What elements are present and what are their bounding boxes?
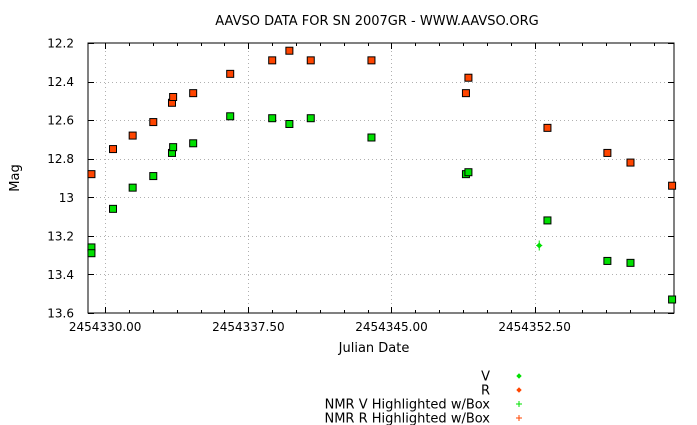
- point-marker: [150, 173, 156, 179]
- data-point-nmr: [536, 240, 543, 251]
- point-marker: [604, 258, 610, 264]
- point-marker: [465, 169, 471, 175]
- point-marker: [170, 94, 176, 100]
- data-point: [464, 73, 473, 82]
- point-marker: [88, 244, 94, 250]
- y-tick-label: 13.6: [47, 307, 74, 321]
- point-marker: [627, 160, 633, 166]
- nmr-point-marker: [536, 242, 543, 249]
- data-point: [169, 93, 178, 101]
- data-point: [626, 158, 635, 167]
- data-point: [626, 258, 635, 267]
- data-point: [87, 249, 96, 258]
- data-point: [226, 69, 235, 78]
- y-tick-label: 13.4: [47, 268, 74, 282]
- point-marker: [544, 217, 550, 223]
- point-marker: [227, 71, 233, 77]
- legend-label: NMR V Highlighted w/Box: [325, 398, 491, 413]
- data-point: [668, 295, 677, 304]
- data-point: [603, 148, 612, 157]
- legend-symbol: [516, 387, 522, 393]
- data-point: [268, 114, 277, 123]
- point-marker: [110, 206, 116, 212]
- point-marker: [269, 57, 275, 63]
- data-point: [226, 112, 235, 121]
- data-point: [464, 168, 473, 177]
- x-tick-label: 2454352.50: [498, 320, 571, 334]
- data-point: [189, 139, 198, 148]
- point-marker: [544, 125, 550, 131]
- y-tick-label: 12.4: [47, 75, 74, 89]
- point-marker: [669, 183, 675, 189]
- data-point: [285, 46, 294, 55]
- point-marker: [286, 121, 292, 127]
- y-tick-label: 12.6: [47, 114, 74, 128]
- point-marker: [190, 140, 196, 146]
- data-point: [109, 204, 118, 213]
- point-marker: [170, 144, 176, 150]
- y-tick-label: 13.2: [47, 229, 74, 243]
- x-tick-label: 2454345.00: [355, 320, 428, 334]
- point-marker: [286, 48, 292, 54]
- point-marker: [627, 260, 633, 266]
- point-marker: [88, 171, 94, 177]
- point-marker: [269, 115, 275, 121]
- y-tick-label: 13: [59, 191, 74, 205]
- point-marker: [604, 150, 610, 156]
- legend-label: NMR R Highlighted w/Box: [324, 412, 490, 425]
- data-point: [668, 181, 677, 190]
- data-point: [603, 256, 612, 265]
- point-marker: [669, 297, 675, 302]
- point-marker: [465, 75, 471, 81]
- data-point: [128, 131, 137, 140]
- data-point: [461, 89, 470, 98]
- data-point: [543, 216, 552, 225]
- point-marker: [190, 90, 196, 96]
- point-marker: [308, 57, 314, 63]
- data-point: [87, 170, 96, 179]
- tick-labels: 2454330.00 2454337.50 2454345.00 2454352.50…: [47, 37, 571, 335]
- y-tick-label: 12.8: [47, 152, 74, 166]
- legend-label: R: [481, 384, 490, 399]
- data-point: [128, 183, 137, 192]
- point-marker: [368, 57, 374, 63]
- point-marker: [169, 150, 175, 156]
- data-point: [306, 56, 315, 65]
- grid-lines: [88, 43, 674, 313]
- data-point: [367, 56, 376, 65]
- data-point: [149, 118, 158, 127]
- point-marker: [308, 115, 314, 121]
- x-axis-label: Julian Date: [338, 341, 410, 356]
- point-marker: [368, 135, 374, 140]
- point-marker: [169, 100, 175, 106]
- point-marker: [130, 133, 136, 139]
- y-axis-label: Mag: [8, 164, 23, 191]
- legend-symbol: [516, 373, 522, 379]
- data-point: [367, 133, 376, 142]
- data-point: [149, 172, 158, 181]
- point-marker: [130, 185, 136, 191]
- axis-ticks: [88, 43, 674, 314]
- data-point: [109, 145, 118, 154]
- data-point: [189, 89, 198, 98]
- data-point: [169, 143, 178, 152]
- plot-frame: [87, 42, 675, 314]
- point-marker: [463, 90, 469, 96]
- data-points: [87, 46, 677, 304]
- data-point: [543, 123, 552, 132]
- point-marker: [88, 250, 94, 256]
- y-tick-label: 12.2: [47, 37, 74, 51]
- point-marker: [227, 113, 233, 119]
- point-marker: [110, 146, 116, 152]
- point-marker: [150, 119, 156, 125]
- data-point: [268, 56, 277, 65]
- x-tick-label: 2454330.00: [69, 320, 142, 334]
- data-point: [285, 120, 294, 128]
- chart-title: AAVSO DATA FOR SN 2007GR - WWW.AAVSO.ORG: [215, 14, 538, 29]
- data-point: [306, 114, 315, 123]
- legend-label: V: [481, 370, 490, 385]
- x-tick-label: 2454337.50: [212, 320, 285, 334]
